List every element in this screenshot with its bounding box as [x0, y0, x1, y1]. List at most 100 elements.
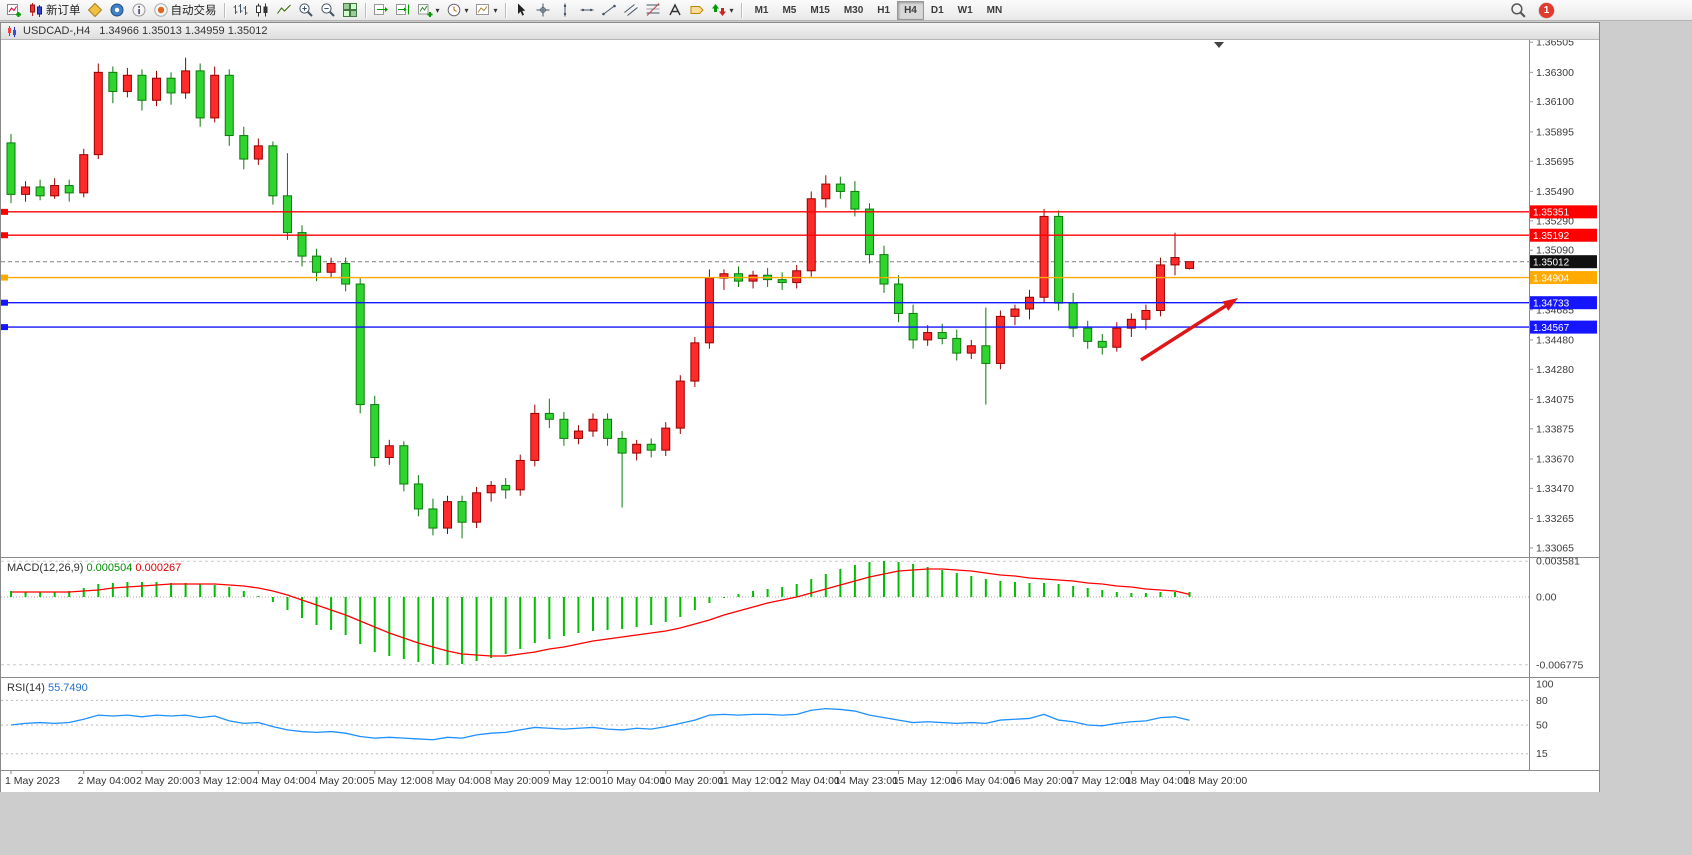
svg-text:1.34904: 1.34904	[1533, 273, 1570, 284]
chart-window-ohlc: 1.34966 1.35013 1.34959 1.35012	[99, 25, 268, 37]
current-price-tag: 1.35012	[1530, 255, 1597, 268]
candle-body	[515, 459, 525, 491]
tile-windows-button[interactable]	[339, 1, 361, 20]
macd-label: MACD(12,26,9) 0.000504 0.000267	[7, 562, 181, 574]
hline-1.34733[interactable]	[1, 299, 1529, 306]
candle-body	[122, 74, 132, 92]
timeframe-m15[interactable]: M15	[803, 1, 836, 20]
search-icon[interactable]	[1510, 2, 1527, 19]
candle-body	[894, 283, 904, 314]
candle-body	[413, 483, 423, 510]
new-order-button[interactable]: 新订单	[25, 1, 84, 20]
new-order-label: 新订单	[46, 5, 81, 17]
candlestick-chart-mode-button[interactable]	[251, 1, 273, 20]
hline-1.35192[interactable]	[1, 232, 1529, 239]
timeframe-m5[interactable]: M5	[775, 1, 803, 20]
price-tag-1.34567: 1.34567	[1530, 320, 1597, 334]
chart-canvas[interactable]: MACD(12,26,9) 0.000504 0.000267 RSI(14) 5…	[1, 37, 1599, 792]
timeframe-m30[interactable]: M30	[837, 1, 870, 20]
templates-button[interactable]: ▾	[472, 1, 501, 20]
notification-badge[interactable]: 1	[1539, 3, 1554, 18]
macd-levels	[1, 560, 1529, 666]
zoom-in-button[interactable]	[295, 1, 317, 20]
chart-window-title: USDCAD-,H4	[23, 25, 91, 37]
candle-body	[1126, 318, 1136, 329]
candle-body	[428, 508, 438, 529]
auto-scroll-button[interactable]	[370, 1, 392, 20]
candle-body	[617, 437, 627, 454]
candle-body	[966, 345, 976, 354]
market-watch-button[interactable]	[106, 1, 128, 20]
candle-body	[312, 255, 322, 273]
chart-window-titlebar[interactable]: USDCAD-,H4 1.34966 1.35013 1.34959 1.350…	[1, 23, 1599, 40]
candle-body	[879, 254, 889, 285]
new-chart-button[interactable]	[3, 1, 25, 20]
trend-arrow-annotation[interactable]	[1140, 298, 1238, 362]
horizontal-line-tool-button[interactable]	[576, 1, 598, 20]
candle-body	[981, 345, 991, 364]
svg-text:-0.006775: -0.006775	[1536, 659, 1583, 671]
candle-body	[268, 145, 278, 197]
timeframe-w1[interactable]: W1	[951, 1, 980, 20]
candle-body	[1141, 309, 1151, 320]
indicators-list-button[interactable]: ▾	[414, 1, 443, 20]
timeframe-d1[interactable]: D1	[924, 1, 951, 20]
chart-icon	[6, 25, 18, 37]
svg-text:1.36100: 1.36100	[1536, 96, 1574, 108]
metaeditor-button[interactable]	[84, 1, 106, 20]
trendline-tool-button[interactable]	[598, 1, 620, 20]
timeframe-h1[interactable]: H1	[870, 1, 897, 20]
periods-button[interactable]: ▾	[443, 1, 472, 20]
cursor-tool-button[interactable]	[510, 1, 532, 20]
zoom-out-button[interactable]	[317, 1, 339, 20]
candle-body	[137, 74, 147, 101]
channel-tool-button[interactable]	[620, 1, 642, 20]
svg-text:15 May 12:00: 15 May 12:00	[893, 775, 957, 787]
svg-text:14 May 23:00: 14 May 23:00	[834, 775, 898, 787]
svg-text:5 May 12:00: 5 May 12:00	[369, 775, 427, 787]
toolbar-right-cluster: 1	[1510, 2, 1554, 19]
candle-body	[1170, 257, 1180, 266]
hline-1.34567[interactable]	[1, 324, 1529, 331]
svg-text:4 May 04:00: 4 May 04:00	[252, 775, 310, 787]
candle-body	[181, 70, 191, 94]
chart-shift-button[interactable]	[392, 1, 414, 20]
candle-body	[108, 71, 118, 92]
dropdown-arrow-icon: ▾	[435, 5, 440, 15]
order-icon	[28, 2, 44, 18]
hline-left-marker	[1, 208, 8, 215]
center-icon	[109, 2, 125, 18]
bar-chart-mode-button[interactable]	[229, 1, 251, 20]
svg-text:1.34733: 1.34733	[1533, 299, 1570, 310]
candle-body	[792, 270, 802, 284]
timeframe-m1[interactable]: M1	[748, 1, 776, 20]
text-tool-button[interactable]	[664, 1, 686, 20]
text-label-tool-button[interactable]	[686, 1, 708, 20]
fibonacci-tool-button[interactable]	[642, 1, 664, 20]
auto-trading-button[interactable]: 自动交易	[150, 1, 220, 20]
line-chart-mode-button[interactable]	[273, 1, 295, 20]
price-tag-1.34904: 1.34904	[1530, 271, 1597, 284]
chart-shift-marker[interactable]	[1214, 42, 1224, 48]
hline-1.34904[interactable]	[1, 274, 1529, 281]
candle-body	[588, 418, 598, 432]
svg-text:18 May 20:00: 18 May 20:00	[1184, 775, 1248, 787]
crosshair-tool-button[interactable]	[532, 1, 554, 20]
svg-text:80: 80	[1536, 695, 1548, 707]
svg-text:2 May 20:00: 2 May 20:00	[136, 775, 194, 787]
candle-body	[152, 77, 161, 101]
channel-icon	[623, 2, 639, 18]
timeframe-h4[interactable]: H4	[897, 0, 924, 20]
hline-1.35351[interactable]	[1, 208, 1529, 215]
arrows-icon	[711, 2, 727, 18]
candle-body	[937, 332, 947, 339]
zoom-in-icon	[298, 2, 314, 18]
arrows-tool-button[interactable]: ▾	[708, 1, 737, 20]
candle-body	[864, 208, 874, 256]
vertical-line-tool-button[interactable]	[554, 1, 576, 20]
svg-text:100: 100	[1536, 679, 1554, 691]
svg-text:1.35490: 1.35490	[1536, 186, 1574, 198]
timeframe-mn[interactable]: MN	[980, 1, 1010, 20]
about-button[interactable]	[128, 1, 150, 20]
